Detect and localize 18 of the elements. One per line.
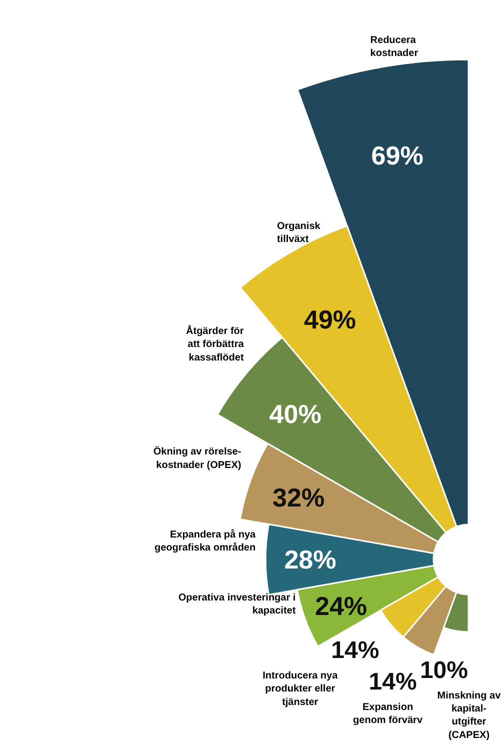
category-label: Operativa investeringar i kapacitet xyxy=(178,592,296,616)
category-label: Ökning av rörelse-kostnader (OPEX) xyxy=(153,446,242,471)
data-label: 28% xyxy=(284,544,336,574)
data-label: 24% xyxy=(315,590,368,621)
category-label: Expandera på nya geografiska områden xyxy=(154,528,256,554)
data-label: 32% xyxy=(272,482,325,513)
category-label: Åtgärder för att förbättra kassaflödet xyxy=(186,325,244,364)
data-label: 49% xyxy=(304,304,356,335)
data-label: 40% xyxy=(269,399,322,430)
category-label: Expansion genom förvärv xyxy=(353,702,423,726)
data-label: 10% xyxy=(420,656,468,684)
category-label: Reducera kostnader xyxy=(370,35,418,60)
data-label: 14% xyxy=(331,636,380,664)
category-label: Introducera nya produkter eller tjänster xyxy=(262,670,338,708)
data-label: 69% xyxy=(371,140,424,171)
category-label: Organisk tillväxt xyxy=(276,220,321,246)
category-label: Minskning av kapital-utgifter (CAPEX) xyxy=(437,690,501,741)
data-label: 14% xyxy=(368,668,417,696)
